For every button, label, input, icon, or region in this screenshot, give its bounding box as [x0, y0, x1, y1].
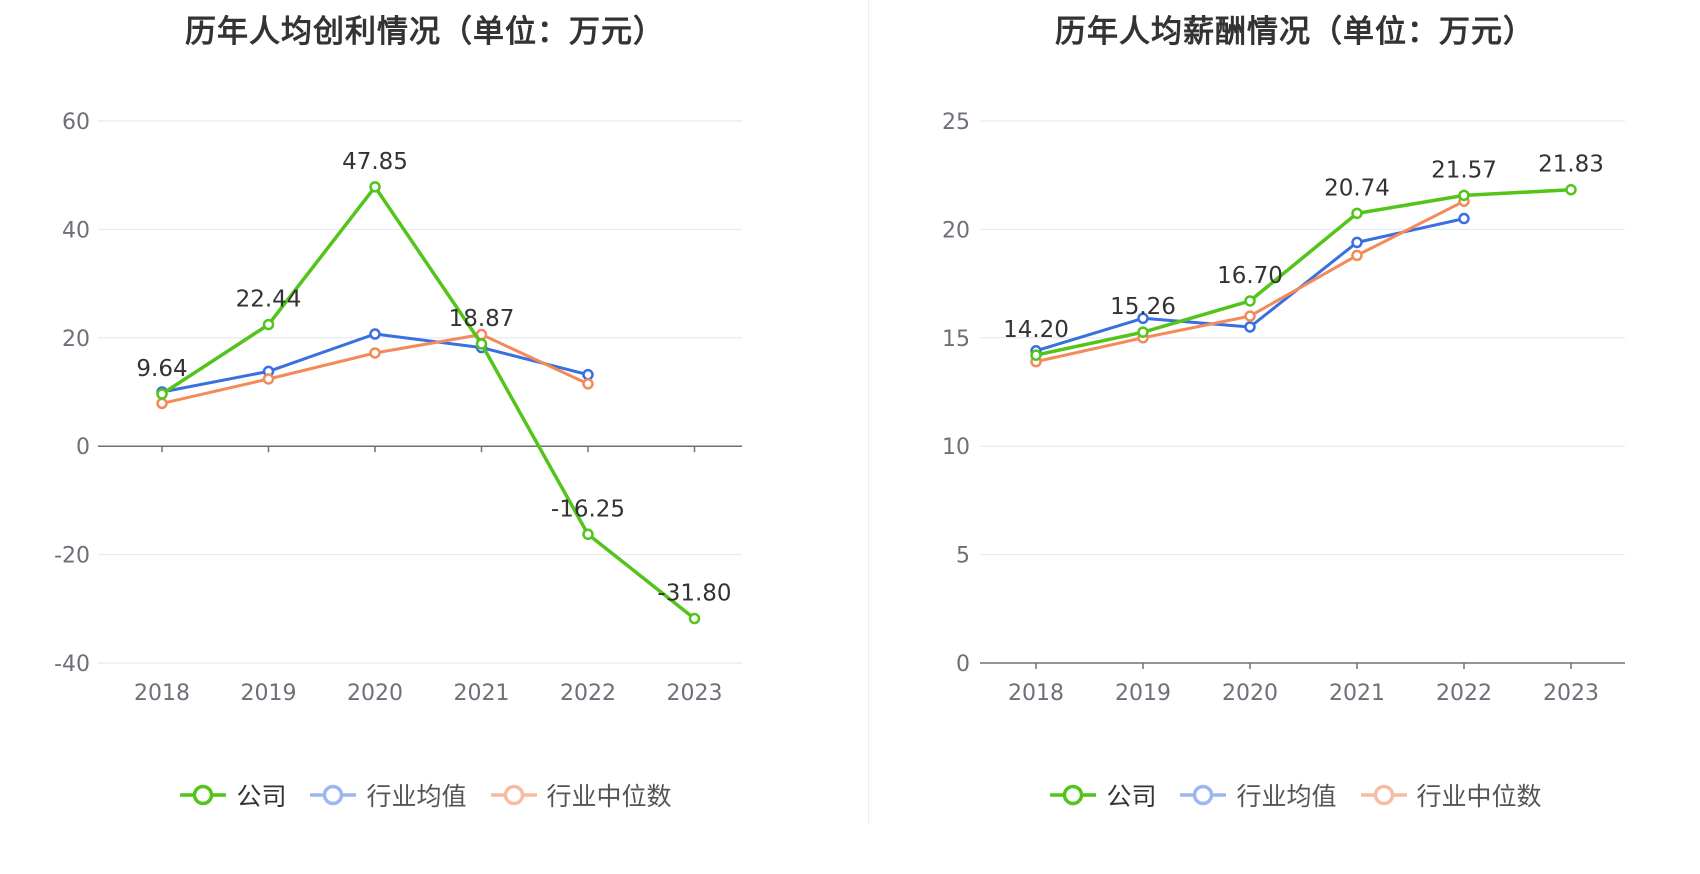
legend-label: 公司	[236, 782, 287, 811]
data-point[interactable]	[156, 397, 168, 410]
y-tick-label: 25	[942, 110, 970, 135]
legend-label: 行业中位数	[1416, 782, 1542, 811]
data-label: -16.25	[551, 496, 625, 522]
x-tick-label: 2022	[1436, 681, 1492, 706]
series-line-company[interactable]	[161, 185, 696, 620]
data-point[interactable]	[262, 318, 275, 331]
x-tick-label: 2021	[454, 681, 510, 706]
data-point[interactable]	[156, 388, 168, 400]
x-tick-label: 2020	[347, 681, 403, 706]
data-point[interactable]	[369, 181, 381, 193]
x-tick-label: 2023	[667, 681, 723, 706]
data-point[interactable]	[1244, 310, 1256, 322]
data-label: 18.87	[449, 306, 515, 332]
x-tick-label: 2020	[1222, 681, 1278, 706]
data-point[interactable]	[582, 378, 594, 390]
data-point[interactable]	[1244, 321, 1256, 333]
y-tick-label: -40	[54, 652, 90, 677]
data-point[interactable]	[582, 368, 594, 381]
series-line-company[interactable]	[1035, 187, 1572, 357]
x-tick-label: 2018	[134, 681, 190, 706]
data-label: 15.26	[1110, 294, 1176, 320]
panel-divider	[868, 0, 869, 825]
x-tick-label: 2021	[1329, 681, 1385, 706]
y-tick-label: 0	[76, 435, 90, 460]
data-label: 21.57	[1431, 157, 1497, 183]
data-label: 47.85	[342, 149, 408, 175]
data-point[interactable]	[1030, 349, 1042, 361]
y-tick-label: 60	[62, 110, 90, 135]
data-label: 9.64	[136, 356, 187, 382]
legend-item-industry-median[interactable]: 行业中位数	[489, 777, 672, 813]
legend-line-icon	[310, 784, 357, 806]
chart-title: 历年人均薪酬情况（单位：万元）	[1055, 14, 1535, 50]
data-point[interactable]	[1244, 295, 1256, 307]
data-point[interactable]	[1137, 326, 1149, 338]
legend: 公司 行业均值 行业中位数	[870, 778, 1700, 812]
legend: 公司 行业均值 行业中位数	[0, 778, 850, 812]
data-point[interactable]	[1351, 207, 1363, 220]
y-tick-label: 20	[62, 327, 90, 352]
y-tick-label: 5	[956, 544, 970, 569]
legend-label: 行业中位数	[546, 782, 672, 811]
y-tick-label: 15	[942, 327, 970, 352]
y-tick-label: 0	[956, 652, 970, 677]
legend-item-industry-avg[interactable]: 行业均值	[1178, 777, 1337, 813]
x-tick-label: 2018	[1008, 681, 1064, 706]
chart-panel-salary: 历年人均薪酬情况（单位：万元） 25 20 15 10 5 0 2018 2019 2020 20…	[870, 0, 1700, 874]
legend-line-icon	[1180, 784, 1227, 806]
x-tick-label: 2022	[560, 681, 616, 706]
line-chart-salary: 25 20 15 10 5 0 2018 2019 2020 2021 2022 2023 14.20 1…	[942, 110, 1625, 706]
legend-label: 行业均值	[366, 782, 467, 811]
data-point[interactable]	[1458, 212, 1470, 225]
y-tick-label: 20	[942, 218, 970, 243]
data-point[interactable]	[369, 347, 381, 359]
x-tick-label: 2019	[241, 681, 297, 706]
data-point[interactable]	[1458, 189, 1470, 202]
legend-line-icon	[180, 784, 227, 806]
chart-title: 历年人均创利情况（单位：万元）	[185, 14, 665, 50]
data-point[interactable]	[1351, 249, 1363, 262]
x-tick-label: 2019	[1115, 681, 1171, 706]
legend-line-icon	[490, 784, 537, 806]
series-line-industry-avg[interactable]	[161, 332, 589, 394]
legend-label: 行业均值	[1236, 782, 1337, 811]
y-tick-label: 10	[942, 435, 970, 460]
data-point[interactable]	[688, 612, 701, 625]
legend-line-icon	[1360, 784, 1407, 806]
legend-item-industry-median[interactable]: 行业中位数	[1359, 777, 1542, 813]
data-point[interactable]	[1351, 236, 1363, 249]
x-tick-label: 2023	[1543, 681, 1599, 706]
line-chart-profit: 60 40 20 0 -20 -40 2018 2019 2020 2021 2022 2023 9.6…	[54, 110, 742, 706]
data-point[interactable]	[1565, 183, 1577, 196]
data-point[interactable]	[475, 338, 488, 350]
legend-item-company[interactable]: 公司	[1048, 777, 1156, 813]
data-point[interactable]	[1137, 312, 1149, 325]
data-point[interactable]	[369, 328, 381, 340]
data-label: 21.83	[1538, 152, 1604, 178]
y-tick-label: 40	[62, 218, 90, 243]
chart-panel-profit: 历年人均创利情况（单位：万元） 60 40 20 0 -20 -40 2018 2019 202…	[0, 14, 850, 812]
data-label: 20.74	[1324, 175, 1390, 201]
legend-line-icon	[1050, 784, 1097, 806]
data-point[interactable]	[582, 528, 594, 541]
data-label: 16.70	[1217, 263, 1283, 289]
data-label: 22.44	[236, 287, 302, 313]
data-point[interactable]	[262, 373, 275, 385]
data-label: 14.20	[1003, 317, 1069, 343]
series-line-industry-median[interactable]	[161, 333, 589, 405]
y-tick-label: -20	[54, 544, 90, 569]
legend-item-industry-avg[interactable]: 行业均值	[308, 777, 467, 813]
legend-item-company[interactable]: 公司	[178, 777, 286, 813]
legend-label: 公司	[1106, 782, 1157, 811]
data-label: -31.80	[657, 581, 731, 607]
